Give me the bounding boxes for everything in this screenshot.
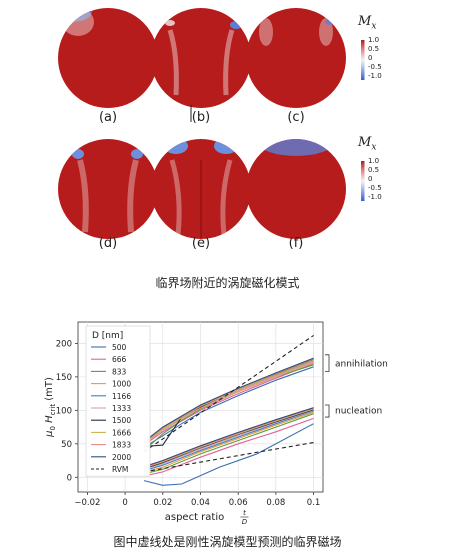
series-line-annihilation — [143, 357, 314, 443]
disc-c — [246, 8, 346, 108]
x-tick-label: 0 — [122, 498, 127, 508]
series-line-nucleation — [143, 417, 314, 477]
legend-entry: 2000 — [112, 453, 131, 462]
series-line-nucleation — [143, 409, 314, 470]
y-tick-label: 0 — [67, 473, 72, 483]
legend-box — [85, 325, 151, 477]
series-line-nucleation — [143, 408, 314, 469]
legend-entry: 833 — [112, 367, 127, 376]
legend-entry: 500 — [112, 343, 127, 352]
y-tick-label: 200 — [56, 339, 72, 349]
panel-label-b: (b) — [191, 110, 211, 125]
annihilation-annotation: annihilation — [335, 359, 388, 369]
series-line-nucleation — [143, 410, 314, 472]
panel-label-a: (a) — [98, 110, 118, 125]
disc-f — [246, 139, 346, 239]
legend-entry: RVM — [112, 465, 128, 474]
legend-entry: 1166 — [112, 392, 131, 401]
disc-a — [58, 8, 158, 108]
panel-label-e: (e) — [191, 236, 211, 251]
disc-d — [58, 139, 158, 239]
series-line-nucleation — [143, 409, 314, 470]
legend-entry: 1333 — [112, 404, 131, 413]
vortex-figure — [58, 8, 365, 239]
series-line-nucleation — [143, 407, 314, 468]
y-tick-label: 50 — [61, 440, 72, 450]
series-line-annihilation — [143, 359, 314, 445]
colorbar-bottom — [361, 161, 365, 201]
x-tick-label: −0.02 — [74, 498, 100, 508]
series-line-nucleation — [143, 407, 314, 468]
x-tick-label: 0.02 — [153, 498, 172, 508]
legend-entry: 1000 — [112, 380, 131, 389]
x-tick-label: 0.06 — [229, 498, 248, 508]
panel-label-f: (f) — [288, 236, 304, 251]
panel-label-d: (d) — [98, 236, 118, 251]
caption-top: 临界场附近的涡旋磁化模式 — [155, 276, 300, 290]
series-line-nucleation — [143, 413, 314, 475]
legend-entry: 1833 — [112, 441, 131, 450]
x-axis-label-numerator: t — [243, 509, 246, 517]
legend-entry: 1500 — [112, 416, 131, 425]
series-line-annihilation — [143, 358, 314, 448]
nucleation-annotation: nucleation — [335, 406, 382, 416]
x-tick-label: 0.1 — [307, 498, 321, 508]
disc-e — [151, 139, 251, 239]
caption-bottom: 图中虚线处是刚性涡旋模型预测的临界磁场 — [113, 535, 342, 549]
y-axis-label: μ0 Hcrit (mT) — [44, 377, 57, 438]
series-line-nucleation — [143, 411, 314, 473]
legend-entry: 666 — [112, 355, 127, 364]
series-line-annihilation — [143, 362, 314, 446]
x-tick-label: 0.08 — [266, 498, 285, 508]
y-tick-label: 150 — [56, 373, 72, 383]
panel-label-c: (c) — [287, 110, 305, 125]
legend-entry: 1666 — [112, 428, 131, 437]
series-line-annihilation — [143, 360, 314, 445]
series-line-annihilation — [143, 366, 314, 448]
colorbar-top — [361, 40, 365, 80]
series-line-nucleation — [143, 423, 314, 486]
x-axis-label-denominator: D — [242, 518, 248, 526]
legend-title: D [nm] — [92, 331, 123, 341]
nucleation-bracket — [325, 404, 330, 418]
colorbar-title-top: Mx — [358, 14, 377, 32]
critical-field-chart: −0.02 0 0.02 0.04 0.06 0.08 0.1 0 50 100 150 200 D [… — [44, 321, 388, 526]
series-line-nucleation — [143, 441, 314, 473]
annihilation-bracket — [325, 354, 330, 372]
y-tick-label: 100 — [56, 406, 72, 416]
colorbar-title-bottom: Mx — [358, 135, 377, 153]
disc-b — [151, 8, 251, 122]
series-line-annihilation — [143, 334, 314, 453]
x-axis-label: aspect ratio — [165, 512, 225, 523]
x-tick-label: 0.04 — [191, 498, 210, 508]
